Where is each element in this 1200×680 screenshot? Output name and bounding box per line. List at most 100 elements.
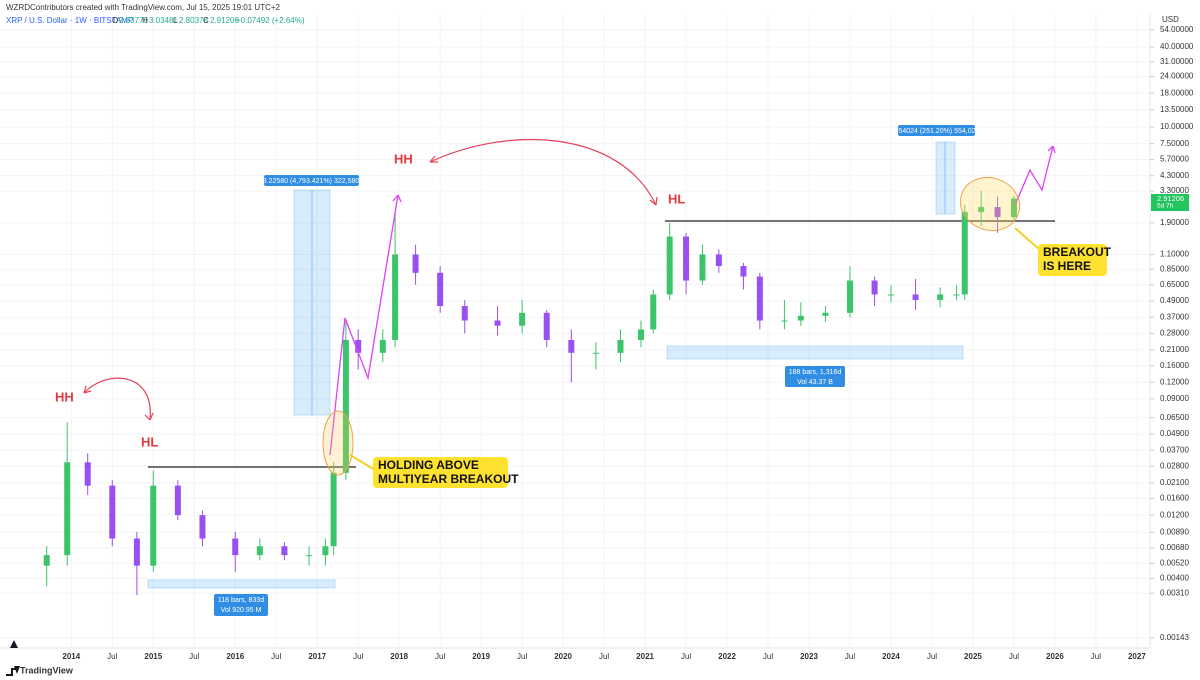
- y-tick-label: 0.37000: [1160, 312, 1189, 321]
- y-tick-label: 5.70000: [1160, 155, 1189, 164]
- candle-body: [756, 276, 763, 321]
- highlight-ellipse: [959, 177, 1021, 231]
- callout-box: [1038, 244, 1107, 276]
- x-tick-label: 2027: [1128, 652, 1146, 661]
- ohlc-value: 2.80378: [179, 16, 208, 25]
- measure-label-box: [898, 125, 975, 136]
- x-tick-label: Jul: [681, 652, 691, 661]
- callout-text: IS HERE: [1043, 259, 1091, 273]
- hl-label: HL: [141, 434, 158, 449]
- range-label: Vol 920.95 M: [221, 607, 262, 614]
- y-tick-label: 0.21000: [1160, 345, 1189, 354]
- y-tick-label: 0.01600: [1160, 494, 1189, 503]
- y-tick-label: 10.00000: [1160, 122, 1194, 131]
- candle-body: [978, 207, 985, 212]
- candle-body: [232, 538, 239, 556]
- candle-body: [281, 546, 288, 556]
- x-tick-label: Jul: [763, 652, 773, 661]
- curved-arrow: [429, 139, 657, 206]
- candle-body: [937, 294, 944, 300]
- x-tick-label: 2018: [390, 652, 408, 661]
- price-tag-countdown: 5d 7h: [1157, 203, 1174, 210]
- y-tick-label: 0.03700: [1160, 445, 1189, 454]
- x-tick-label: Jul: [1009, 652, 1019, 661]
- hl-label: HL: [668, 191, 685, 206]
- y-tick-label: 0.12000: [1160, 377, 1189, 386]
- x-tick-label: 2021: [636, 652, 654, 661]
- price-tag-value: 2.91206: [1157, 194, 1184, 203]
- trend-path: [329, 194, 399, 456]
- x-tick-label: Jul: [599, 652, 609, 661]
- y-tick-label: 24.00000: [1160, 72, 1194, 81]
- ohlc-label: C: [203, 16, 209, 25]
- y-tick-label: 0.65000: [1160, 280, 1189, 289]
- change: +0.07492 (+2.64%): [236, 16, 305, 25]
- logo: [6, 668, 16, 676]
- candle-body: [666, 236, 673, 295]
- credit: WZRDContributors created with TradingVie…: [6, 3, 281, 12]
- y-tick-label: 0.04900: [1160, 429, 1189, 438]
- y-tick-label: 0.02800: [1160, 461, 1189, 470]
- x-tick-label: Jul: [353, 652, 363, 661]
- y-tick-label: 31.00000: [1160, 57, 1194, 66]
- candle-body: [543, 312, 550, 340]
- candle-body: [150, 485, 157, 566]
- measure-label: 3.22580 (4,793.421%) 322,580: [263, 178, 360, 185]
- candle-body: [953, 294, 960, 296]
- measure-label-box: [264, 175, 359, 186]
- range-box: [147, 579, 336, 589]
- x-tick-label: 2024: [882, 652, 900, 661]
- y-tick-label: 3.30000: [1160, 186, 1189, 195]
- x-tick-label: 2016: [226, 652, 244, 661]
- arrow-head: [429, 155, 658, 206]
- candle-body: [109, 485, 116, 539]
- candle-body: [174, 485, 181, 516]
- candle-body: [355, 339, 362, 353]
- range-label: 188 bars, 1,316d: [789, 369, 842, 376]
- candle-body: [740, 266, 747, 277]
- candle-body: [994, 207, 1001, 218]
- range-label: 118 bars, 833d: [218, 597, 264, 604]
- logo: [10, 640, 20, 674]
- candle-body: [379, 339, 386, 353]
- candles: [43, 191, 1017, 596]
- range-label-box: [785, 366, 845, 387]
- candle-body: [342, 339, 349, 473]
- candle-body: [797, 315, 804, 321]
- x-tick-label: Jul: [107, 652, 117, 661]
- callout-text: BREAKOUT: [1043, 245, 1112, 259]
- candle-body: [199, 515, 206, 539]
- y-tick-label: 0.16000: [1160, 361, 1189, 370]
- x-tick-label: Jul: [845, 652, 855, 661]
- highlight-ellipse: [322, 410, 354, 476]
- y-tick-label: 0.09000: [1160, 394, 1189, 403]
- candle-body: [330, 472, 337, 547]
- measure-box: [935, 141, 956, 215]
- candle-body: [494, 320, 501, 326]
- y-tick-label: 0.06500: [1160, 413, 1189, 422]
- y-tick-label: 0.00520: [1160, 559, 1189, 568]
- candle-body: [961, 211, 968, 295]
- candle-body: [461, 306, 468, 321]
- x-tick-label: 2020: [554, 652, 572, 661]
- y-tick-label: 0.28000: [1160, 329, 1189, 338]
- ohlc-label: H: [142, 16, 148, 25]
- ohlc-label: L: [173, 16, 178, 25]
- candle-body: [699, 254, 706, 281]
- y-tick-label: 18.00000: [1160, 88, 1194, 97]
- x-tick-label: Jul: [517, 652, 527, 661]
- callout-box: [373, 457, 508, 488]
- candle-body: [133, 538, 140, 566]
- x-tick-label: 2017: [308, 652, 326, 661]
- candle-body: [306, 555, 313, 557]
- candle-body: [322, 546, 329, 556]
- ohlc-value: 2.83770: [119, 16, 148, 25]
- y-tick-label: 0.00400: [1160, 574, 1189, 583]
- candle-body: [43, 555, 50, 566]
- measure-label: 5.54024 (251.20%) 554,024: [893, 128, 980, 135]
- candle-body: [887, 294, 894, 296]
- y-tick-label: 4.30000: [1160, 171, 1189, 180]
- projection-path: [1014, 145, 1054, 206]
- candle-body: [822, 312, 829, 316]
- x-tick-label: 2019: [472, 652, 490, 661]
